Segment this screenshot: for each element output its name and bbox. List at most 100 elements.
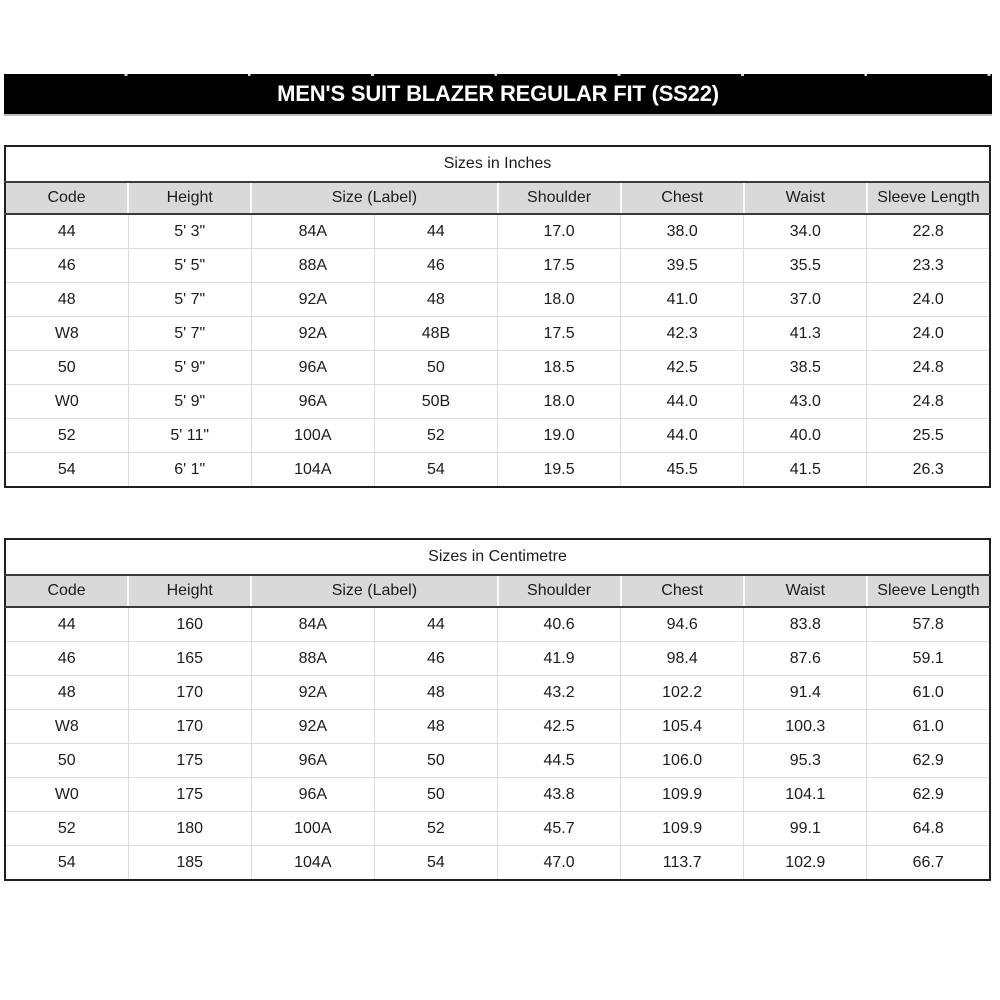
table-cell: 175 <box>127 777 252 812</box>
table-cell: 38.5 <box>743 350 868 385</box>
table-title: Sizes in Centimetre <box>5 539 990 575</box>
table-cell: 98.4 <box>620 641 745 676</box>
table-cell: 96A <box>250 350 375 385</box>
table-cell: 34.0 <box>743 213 868 249</box>
table-cell: W0 <box>4 777 129 812</box>
table-cell: 48 <box>373 282 499 317</box>
table-cell: 88A <box>250 641 375 676</box>
table-cell: 18.0 <box>496 384 622 419</box>
table-cell: 41.5 <box>743 452 868 488</box>
table-cell: 83.8 <box>743 606 868 642</box>
table-row: 54 6' 1" 104A 54 19.5 45.5 41.5 26.3 <box>4 452 991 488</box>
table-cell: 48 <box>4 675 129 710</box>
table-cell: 37.0 <box>743 282 868 317</box>
table-cell: 95.3 <box>743 743 868 778</box>
table-row: W8 170 92A 48 42.5 105.4 100.3 61.0 <box>4 709 991 744</box>
table-cell: 5' 11" <box>127 418 252 453</box>
table-cell: 87.6 <box>743 641 868 676</box>
table-cell: 50B <box>373 384 499 419</box>
table-cell: 96A <box>250 777 375 812</box>
table-row: 46 165 88A 46 41.9 98.4 87.6 59.1 <box>4 641 991 676</box>
table-cell: 5' 3" <box>127 213 252 249</box>
table-cell: 46 <box>4 641 129 676</box>
table-cell: 38.0 <box>620 213 745 249</box>
column-header-chest: Chest <box>619 574 744 608</box>
column-header-shoulder: Shoulder <box>496 181 621 215</box>
table-cell: 100A <box>250 811 375 846</box>
table-cell: 24.0 <box>866 282 991 317</box>
table-cell: 40.0 <box>743 418 868 453</box>
table-cell: 48 <box>4 282 129 317</box>
table-cell: 52 <box>373 418 499 453</box>
table-cell: 48 <box>373 675 499 710</box>
table-cell: W8 <box>4 709 129 744</box>
column-header-sleeve-length: Sleeve Length <box>865 574 990 608</box>
table-cell: 42.3 <box>620 316 745 351</box>
table-cell: 18.0 <box>496 282 622 317</box>
table-cell: 64.8 <box>866 811 991 846</box>
table-cell: 42.5 <box>620 350 745 385</box>
table-cell: 50 <box>373 743 499 778</box>
table-cell: 59.1 <box>866 641 991 676</box>
table-row: 52 180 100A 52 45.7 109.9 99.1 64.8 <box>4 811 991 846</box>
table-cell: 62.9 <box>866 743 991 778</box>
table-cell: 105.4 <box>620 709 745 744</box>
table-row: 52 5' 11" 100A 52 19.0 44.0 40.0 25.5 <box>4 418 991 453</box>
table-cell: 109.9 <box>620 811 745 846</box>
table-cell: W0 <box>4 384 129 419</box>
column-header-code: Code <box>5 181 129 215</box>
table-cell: 92A <box>250 675 375 710</box>
table-cell: 50 <box>373 777 499 812</box>
table-cell: 92A <box>250 282 375 317</box>
table-cell: 54 <box>4 845 129 881</box>
table-cell: 61.0 <box>866 709 991 744</box>
table-cell: 52 <box>4 811 129 846</box>
table-cell: 48 <box>373 709 499 744</box>
table-cell: 88A <box>250 248 375 283</box>
table-cell: 5' 9" <box>127 350 252 385</box>
column-header-waist: Waist <box>742 181 867 215</box>
table-row: 48 5' 7" 92A 48 18.0 41.0 37.0 24.0 <box>4 282 991 317</box>
table-cell: 44 <box>4 213 129 249</box>
table-row: W8 5' 7" 92A 48B 17.5 42.3 41.3 24.0 <box>4 316 991 351</box>
table-cell: 25.5 <box>866 418 991 453</box>
table-cell: 6' 1" <box>127 452 252 488</box>
table-cell: 24.8 <box>866 384 991 419</box>
table-cell: 104A <box>250 845 375 881</box>
table-cell: 96A <box>250 743 375 778</box>
table-cell: 165 <box>127 641 252 676</box>
table-cell: 44 <box>373 213 499 249</box>
table-cell: 160 <box>127 606 252 642</box>
table-cell: 48B <box>373 316 499 351</box>
table-cell: 24.0 <box>866 316 991 351</box>
table-cell: 175 <box>127 743 252 778</box>
table-row: W0 175 96A 50 43.8 109.9 104.1 62.9 <box>4 777 991 812</box>
column-header-waist: Waist <box>742 574 867 608</box>
table-cell: 46 <box>4 248 129 283</box>
table-cell: 106.0 <box>620 743 745 778</box>
table-cell: 52 <box>373 811 499 846</box>
table-cell: 180 <box>127 811 252 846</box>
table-cell: 91.4 <box>743 675 868 710</box>
table-cell: 17.0 <box>496 213 622 249</box>
table-row: 54 185 104A 54 47.0 113.7 102.9 66.7 <box>4 845 991 881</box>
column-header-chest: Chest <box>619 181 744 215</box>
table-cell: 84A <box>250 606 375 642</box>
table-cell: 52 <box>4 418 129 453</box>
table-title: Sizes in Inches <box>5 146 990 182</box>
column-header-height: Height <box>127 181 252 215</box>
column-header-code: Code <box>5 574 129 608</box>
table-cell: 41.9 <box>496 641 622 676</box>
table-cell: 44.0 <box>620 384 745 419</box>
table-cell: 170 <box>127 675 252 710</box>
table-row: 46 5' 5" 88A 46 17.5 39.5 35.5 23.3 <box>4 248 991 283</box>
table-cell: 104.1 <box>743 777 868 812</box>
table-cell: 102.2 <box>620 675 745 710</box>
table-cell: 44.5 <box>496 743 622 778</box>
table-cell: 102.9 <box>743 845 868 881</box>
table-cell: 5' 7" <box>127 316 252 351</box>
table-row: 48 170 92A 48 43.2 102.2 91.4 61.0 <box>4 675 991 710</box>
table-cell: 54 <box>373 452 499 488</box>
table-cell: 40.6 <box>496 606 622 642</box>
